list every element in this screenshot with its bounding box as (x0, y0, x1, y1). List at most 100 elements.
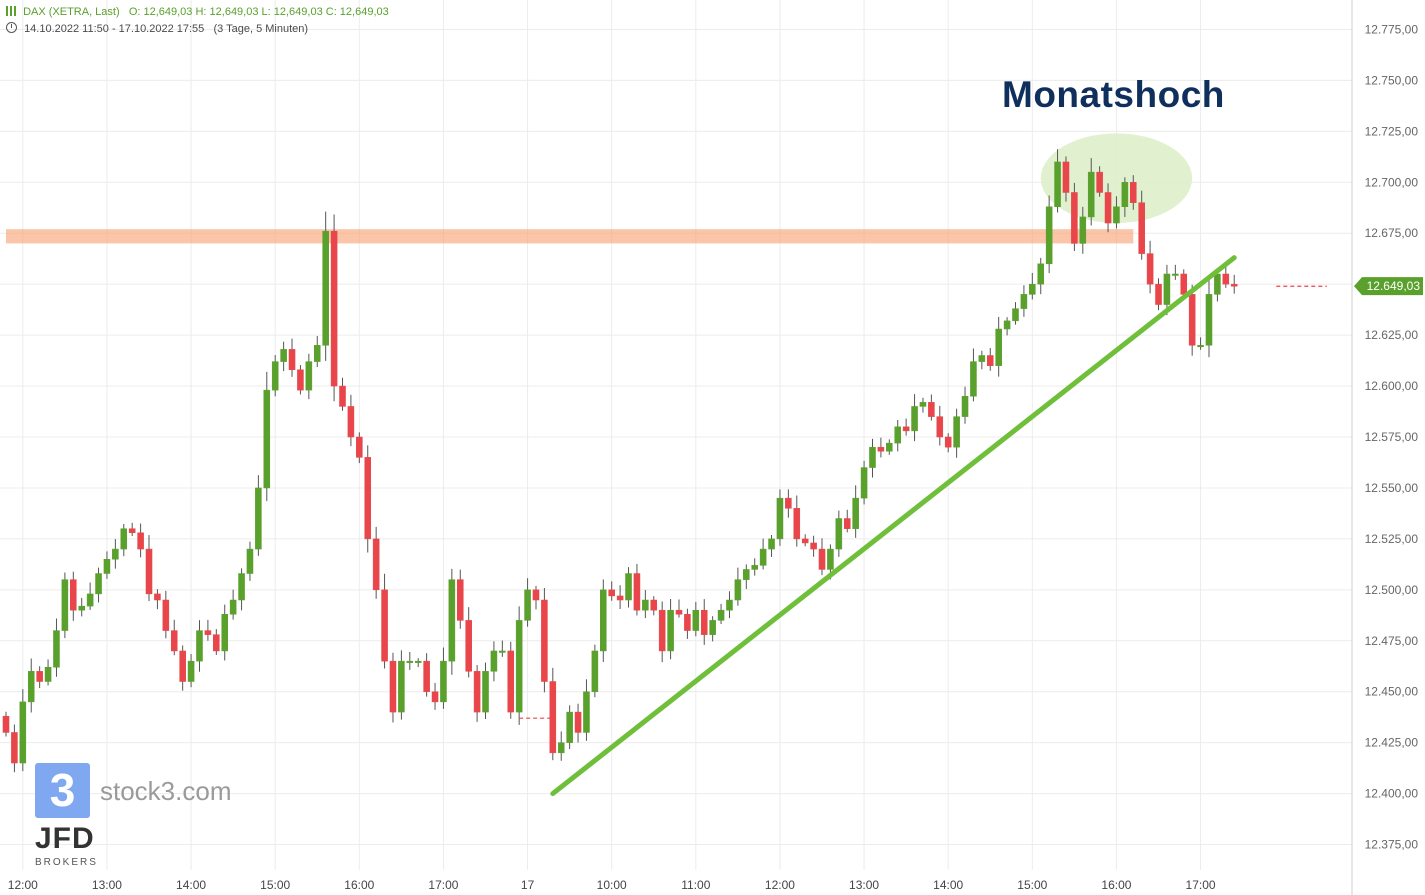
ohlc-values: O: 12,649,03 H: 12,649,03 L: 12,649,03 C… (128, 6, 389, 18)
candle-body-36 (305, 361, 313, 391)
candle-body-44 (372, 538, 380, 591)
candle-86 (726, 591, 733, 619)
candle-body-92 (776, 497, 784, 540)
candle-63 (532, 585, 540, 610)
x-tick-label-2: 14:00 (176, 878, 206, 892)
candle-96 (810, 535, 817, 557)
candle-7 (61, 572, 69, 639)
candle-body-63 (532, 589, 540, 601)
candle-body-121 (1020, 294, 1028, 309)
candle-body-135 (1138, 202, 1145, 254)
candle-51 (431, 682, 439, 710)
candle-body-19 (162, 599, 170, 631)
candles (2, 149, 1238, 773)
candle-body-106 (894, 426, 902, 444)
resistance-zone (6, 229, 1134, 244)
candle-14 (120, 524, 128, 557)
candle-body-10 (86, 593, 94, 607)
candle-122 (1029, 272, 1036, 300)
candle-114 (961, 386, 969, 424)
x-tick-label-9: 12:00 (765, 878, 795, 892)
candle-body-52 (440, 660, 447, 703)
candle-40 (339, 377, 346, 411)
candle-99 (835, 510, 843, 557)
candle-75 (633, 563, 641, 616)
candle-141 (1188, 284, 1196, 356)
candle-body-114 (961, 395, 969, 417)
y-axis: 12.375,00 12.400,00 12.425,00 12.450,00 12.4… (1365, 22, 1419, 851)
candle-127 (1071, 182, 1078, 251)
candle-body-68 (574, 711, 582, 733)
candle-28 (238, 568, 245, 611)
candle-128 (1079, 206, 1087, 254)
candle-79 (667, 598, 674, 660)
candle-body-140 (1180, 273, 1188, 295)
candle-body-86 (726, 599, 733, 611)
candle-66 (557, 731, 565, 761)
candle-body-42 (356, 436, 363, 458)
y-tick-label-3: 12.450,00 (1365, 685, 1419, 699)
candle-118 (995, 316, 1002, 377)
date-range: 14.10.2022 11:50 - 17.10.2022 17:55 (24, 23, 205, 35)
candle-body-109 (919, 402, 927, 407)
candle-2 (19, 689, 27, 772)
candle-body-116 (978, 355, 986, 362)
candle-111 (936, 405, 944, 446)
candle-body-43 (364, 457, 372, 540)
candle-body-12 (103, 559, 111, 574)
candle-body-66 (557, 742, 565, 754)
candle-body-137 (1155, 283, 1162, 305)
candle-130 (1096, 166, 1103, 197)
x-tick-label-12: 15:00 (1017, 878, 1047, 892)
candle-body-14 (120, 528, 128, 550)
candle-body-59 (499, 650, 506, 653)
candle-body-90 (759, 548, 767, 566)
candle-9 (78, 597, 85, 617)
candle-88 (743, 564, 750, 590)
candle-body-31 (263, 389, 271, 489)
candle-70 (591, 644, 599, 698)
candle-73 (616, 585, 624, 610)
candle-body-15 (128, 528, 136, 534)
candle-body-77 (650, 599, 658, 611)
candle-body-129 (1087, 171, 1095, 218)
candle-29 (246, 541, 254, 581)
candle-body-24 (204, 630, 212, 635)
candle-35 (297, 365, 304, 395)
trendline-up (550, 255, 1237, 797)
candle-61 (515, 606, 523, 725)
candle-117 (986, 347, 994, 371)
candle-87 (734, 567, 742, 606)
x-tick-label-8: 11:00 (681, 878, 710, 892)
candle-body-139 (1172, 273, 1179, 276)
candle-body-142 (1197, 345, 1204, 348)
candle-134 (1129, 175, 1137, 210)
y-tick-label-2: 12.425,00 (1365, 736, 1419, 750)
candle-107 (902, 418, 910, 436)
candle-body-11 (95, 573, 102, 595)
candle-121 (1020, 285, 1028, 317)
candle-body-141 (1188, 294, 1196, 346)
candle-body-93 (785, 497, 792, 509)
candle-33 (280, 341, 287, 372)
candle-body-51 (431, 691, 439, 703)
candle-body-37 (313, 345, 321, 362)
candle-104 (877, 437, 885, 458)
candle-body-79 (667, 609, 674, 652)
candle-body-138 (1163, 273, 1171, 305)
candle-89 (751, 558, 758, 576)
candle-31 (263, 371, 271, 502)
x-tick-label-0: 12:00 (8, 878, 38, 892)
x-tick-label-3: 15:00 (260, 878, 290, 892)
candle-30 (255, 475, 262, 556)
candle-body-38 (322, 230, 329, 346)
candle-body-75 (633, 573, 641, 611)
candle-137 (1155, 278, 1162, 311)
candle-body-112 (944, 436, 952, 448)
candle-body-143 (1205, 294, 1213, 346)
candle-body-99 (835, 518, 843, 550)
x-tick-label-4: 16:00 (344, 878, 374, 892)
candle-body-72 (608, 589, 615, 597)
candle-18 (154, 589, 161, 610)
candle-106 (894, 420, 902, 452)
